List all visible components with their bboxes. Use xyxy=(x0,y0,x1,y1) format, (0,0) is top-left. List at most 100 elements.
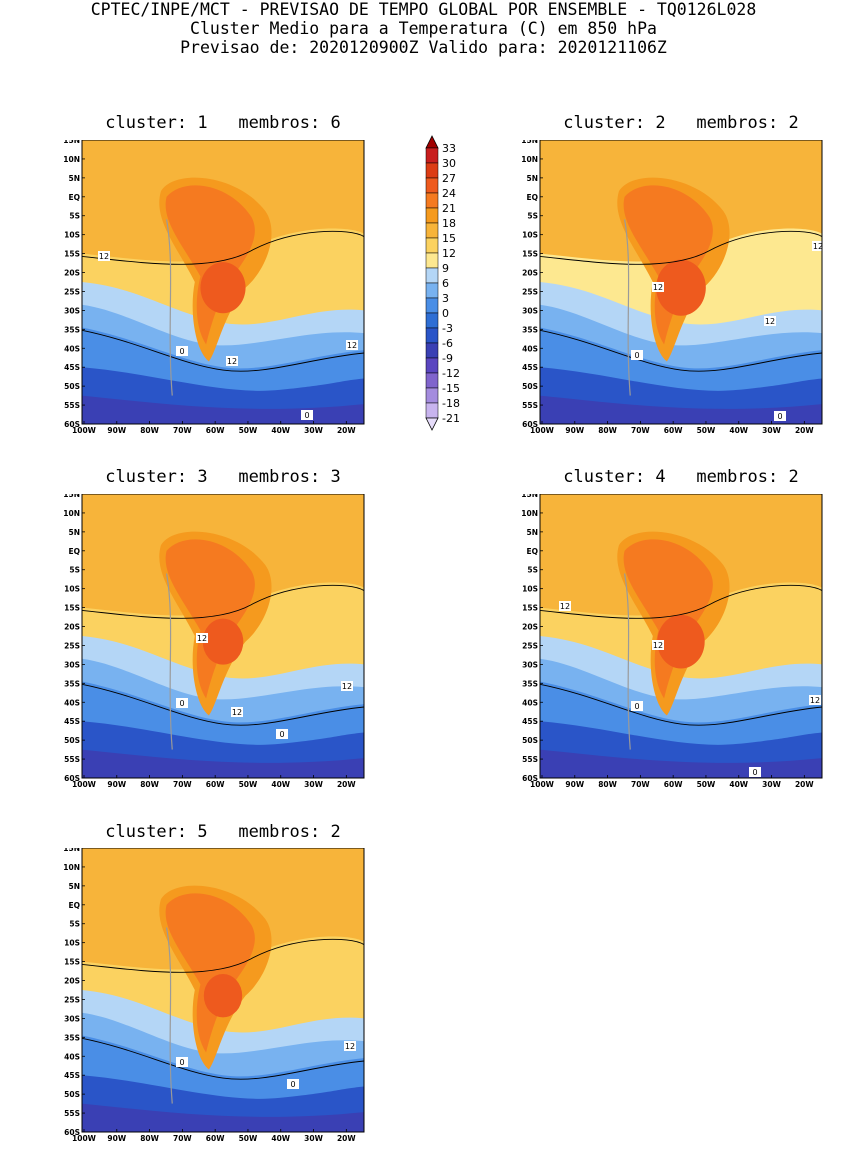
colorbar-swatch xyxy=(425,237,439,254)
warm-core-24 xyxy=(657,614,705,669)
lat-tick-label: 20S xyxy=(64,269,80,278)
lat-tick-label: 45S xyxy=(522,363,538,372)
contour-label: 12 xyxy=(342,682,352,691)
lon-tick-label: 70W xyxy=(631,780,650,789)
contour-12 xyxy=(81,938,365,973)
colorbar-swatch xyxy=(425,327,439,344)
panel-title-5: cluster: 5 membros: 2 xyxy=(105,822,341,842)
colorbar-swatch xyxy=(425,252,439,269)
lat-tick-label: 15S xyxy=(522,604,538,613)
lon-tick-label: 90W xyxy=(107,780,126,789)
lat-tick-label: 50S xyxy=(64,736,80,745)
lat-tick-label: 25S xyxy=(522,287,538,296)
lon-tick-label: 40W xyxy=(729,780,748,789)
colorbar-arrow-bottom xyxy=(425,417,439,431)
lon-tick-label: 40W xyxy=(271,780,290,789)
colorbar-label: 6 xyxy=(442,277,449,290)
contour-label: 12 xyxy=(560,602,570,611)
lat-tick-label: 5N xyxy=(69,174,81,183)
lon-tick-label: 100W xyxy=(72,1134,97,1143)
contour-label: 0 xyxy=(777,412,782,421)
colorbar-swatch xyxy=(425,372,439,389)
lat-tick-label: 15N xyxy=(521,494,538,499)
coastline xyxy=(624,573,631,750)
map-frame xyxy=(81,494,365,779)
contour-label: 12 xyxy=(813,242,823,251)
lon-tick-label: 20W xyxy=(337,1134,356,1143)
contour-12 xyxy=(539,584,823,619)
lat-tick-label: 40S xyxy=(522,344,538,353)
lat-tick-label: 5S xyxy=(527,566,538,575)
contour-label: 12 xyxy=(232,708,242,717)
contour-label-bg xyxy=(764,316,776,326)
map-frame xyxy=(81,140,365,425)
lat-tick-label: 55S xyxy=(522,755,538,764)
lon-tick-label: 50W xyxy=(239,780,258,789)
lon-tick-label: 60W xyxy=(664,780,683,789)
lon-tick-label: 20W xyxy=(337,426,356,435)
lon-tick-label: 100W xyxy=(72,780,97,789)
lat-tick-label: 5S xyxy=(69,212,80,221)
contour-0 xyxy=(81,683,365,726)
colorbar-swatch xyxy=(425,162,439,179)
lon-tick-label: 80W xyxy=(598,426,617,435)
lat-tick-label: 45S xyxy=(64,717,80,726)
contour-label-bg xyxy=(631,350,643,360)
contour-0 xyxy=(81,329,365,372)
contour-label: 12 xyxy=(653,283,663,292)
colorbar-swatch xyxy=(425,342,439,359)
lat-tick-label: 30S xyxy=(64,306,80,315)
contour-label: 0 xyxy=(290,1080,295,1089)
lon-tick-label: 20W xyxy=(337,780,356,789)
colorbar-label: -3 xyxy=(442,322,453,335)
lat-tick-label: EQ xyxy=(69,901,81,910)
coastline xyxy=(166,219,173,396)
lon-tick-label: 70W xyxy=(173,1134,192,1143)
map-panel-cluster-5: 12 0 0 15N 10N 5N EQ 5S 10S 15S 20S 25S 30S 35S 40S 45S… xyxy=(62,848,384,1146)
warm-core-24 xyxy=(202,618,244,665)
warm-core-21 xyxy=(165,893,255,1053)
contour-label-bg xyxy=(652,640,664,650)
colorbar-swatch xyxy=(425,147,439,164)
warm-core-21 xyxy=(165,539,255,699)
lat-tick-label: 10N xyxy=(63,155,80,164)
lon-tick-label: 30W xyxy=(762,426,781,435)
contour-label: 0 xyxy=(304,411,309,420)
contour-0 xyxy=(539,329,823,372)
lat-tick-label: 60S xyxy=(64,1128,80,1137)
lon-tick-label: 40W xyxy=(271,1134,290,1143)
lon-tick-label: 70W xyxy=(173,780,192,789)
contour-label-bg xyxy=(98,251,110,261)
lat-tick-label: 15S xyxy=(522,250,538,259)
panel-title-2: cluster: 2 membros: 2 xyxy=(563,113,799,133)
contour-label-bg xyxy=(231,707,243,717)
lat-tick-label: 15N xyxy=(521,140,538,145)
lon-tick-label: 30W xyxy=(304,780,323,789)
contour-label-bg xyxy=(301,410,313,420)
lat-tick-label: 30S xyxy=(64,1014,80,1023)
lon-tick-label: 100W xyxy=(530,426,555,435)
lat-tick-label: 35S xyxy=(522,325,538,334)
coastline xyxy=(166,573,173,750)
contour-label-bg xyxy=(287,1079,299,1089)
contour-label-bg xyxy=(196,633,208,643)
header-line-1: CPTEC/INPE/MCT - PREVISAO DE TEMPO GLOBA… xyxy=(90,0,757,19)
contour-0 xyxy=(539,683,823,726)
lat-tick-label: 55S xyxy=(64,1109,80,1118)
lat-tick-label: EQ xyxy=(527,547,539,556)
panel-title-1: cluster: 1 membros: 6 xyxy=(105,113,341,133)
lat-tick-label: 40S xyxy=(64,344,80,353)
lat-tick-label: 25S xyxy=(64,287,80,296)
lat-tick-label: 30S xyxy=(522,660,538,669)
contour-label: 0 xyxy=(179,699,184,708)
band-minus-6 xyxy=(82,395,364,424)
lat-tick-label: 20S xyxy=(64,977,80,986)
lat-tick-label: 35S xyxy=(522,679,538,688)
lat-tick-label: 15S xyxy=(64,958,80,967)
lat-tick-label: 50S xyxy=(64,382,80,391)
lon-tick-label: 30W xyxy=(304,426,323,435)
lon-tick-label: 100W xyxy=(530,780,555,789)
lat-tick-label: 20S xyxy=(64,623,80,632)
lon-tick-label: 20W xyxy=(795,426,814,435)
contour-label: 0 xyxy=(179,1058,184,1067)
